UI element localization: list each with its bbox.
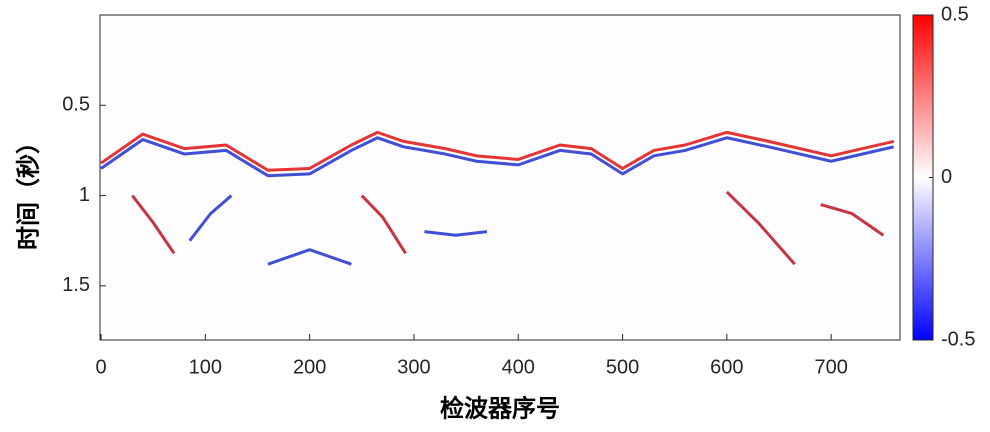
x-tick-label: 600 [710, 356, 743, 378]
colorbar-tick-label: 0.5 [941, 3, 969, 25]
event [188, 194, 233, 242]
colorbar-tick-label: -0.5 [941, 328, 975, 350]
event [100, 130, 895, 172]
y-tick-label: 1 [79, 184, 90, 206]
event [820, 203, 885, 237]
event [267, 248, 352, 266]
y-axis-label: 时间（秒） [15, 130, 42, 250]
event [360, 194, 407, 255]
x-tick-label: 300 [397, 356, 430, 378]
x-axis-label: 检波器序号 [440, 394, 560, 422]
plot-area [99, 14, 901, 341]
event [131, 194, 176, 255]
y-tick-label: 0.5 [62, 94, 90, 116]
x-tick-label: 400 [502, 356, 535, 378]
colorbar-tick-label: 0 [941, 166, 952, 188]
x-tick-label: 700 [814, 356, 847, 378]
event [424, 230, 488, 237]
x-tick-label: 0 [95, 356, 106, 378]
event [100, 136, 895, 178]
event [725, 190, 796, 266]
x-tick-label: 200 [293, 356, 326, 378]
x-tick-label: 500 [606, 356, 639, 378]
x-tick-label: 100 [189, 356, 222, 378]
y-tick-label: 1.5 [62, 274, 90, 296]
